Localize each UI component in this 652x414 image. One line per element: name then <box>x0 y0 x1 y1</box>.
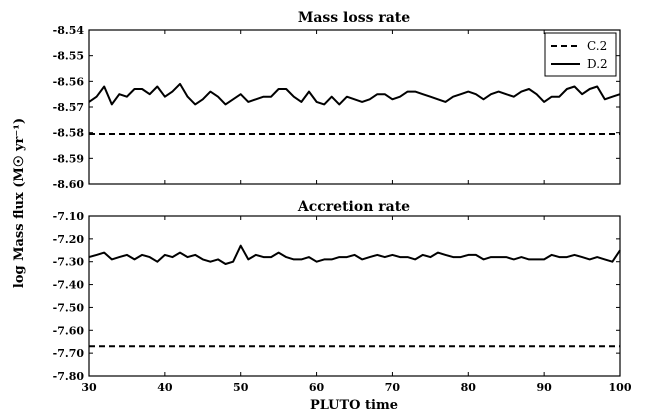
series-accretion <box>88 244 621 348</box>
x-tick-label-5: 80 <box>461 381 477 394</box>
y-tick-label-accretion-6: -7.70 <box>53 347 85 360</box>
axes-frame-mass-loss <box>88 29 621 185</box>
y-tick-label-accretion-4: -7.50 <box>53 301 85 314</box>
y-tick-label-accretion-5: -7.60 <box>53 324 85 337</box>
y-tick-label-mass-loss-0: -8.54 <box>53 24 85 37</box>
y-tick-label-mass-loss-4: -8.58 <box>53 127 85 140</box>
y-tick-label-mass-loss-2: -8.56 <box>53 75 85 88</box>
y-tick-label-mass-loss-3: -8.57 <box>53 101 84 114</box>
x-ticks-accretion: 30 40 50 60 70 80 90 100 <box>81 216 632 394</box>
y-tick-label-accretion-0: -7.10 <box>53 210 85 223</box>
series-mass-loss <box>88 82 621 135</box>
x-tick-label-6: 90 <box>536 381 552 394</box>
y-tick-label-accretion-1: -7.20 <box>53 233 85 246</box>
y-axis-label: log Mass flux (M☉ yr⁻¹) <box>12 118 27 288</box>
x-tick-label-0: 30 <box>81 381 97 394</box>
x-ticks-mass-loss <box>88 30 621 184</box>
title-accretion: Accretion rate <box>297 199 410 215</box>
panel-accretion: Accretion rate -7.10 -7.20 -7.30 -7.40 -7.50… <box>53 199 632 394</box>
y-tick-label-accretion-2: -7.30 <box>53 256 85 269</box>
y-tick-label-mass-loss-1: -8.55 <box>53 50 84 63</box>
title-mass-loss: Mass loss rate <box>298 10 410 26</box>
legend-box <box>544 32 617 77</box>
series-line-d2-accretion <box>88 244 621 265</box>
y-tick-label-mass-loss-6: -8.60 <box>53 178 85 191</box>
y-ticks-accretion: -7.10 -7.20 -7.30 -7.40 -7.50 -7.60 -7.70 -7.80 <box>53 210 620 383</box>
axes-frame-accretion <box>88 215 621 377</box>
x-tick-label-1: 40 <box>157 381 173 394</box>
x-axis-label: PLUTO time <box>310 398 398 413</box>
x-tick-label-3: 60 <box>309 381 325 394</box>
y-tick-label-accretion-7: -7.80 <box>53 370 85 383</box>
legend-label-c2: C.2 <box>587 39 607 53</box>
x-tick-label-2: 50 <box>233 381 249 394</box>
series-line-d2-mass-loss <box>88 82 621 106</box>
legend-label-d2: D.2 <box>587 57 608 71</box>
panel-mass-loss: Mass loss rate -8.54 -8.55 -8.56 -8.57 -8.58… <box>53 10 621 191</box>
x-tick-label-7: 100 <box>609 381 632 394</box>
x-tick-label-4: 70 <box>385 381 401 394</box>
y-ticks-mass-loss: -8.54 -8.55 -8.56 -8.57 -8.58 -8.59 -8.60 <box>53 24 620 191</box>
y-tick-label-mass-loss-5: -8.59 <box>53 152 84 165</box>
legend: C.2 D.2 <box>544 32 617 77</box>
y-tick-label-accretion-3: -7.40 <box>53 279 85 292</box>
